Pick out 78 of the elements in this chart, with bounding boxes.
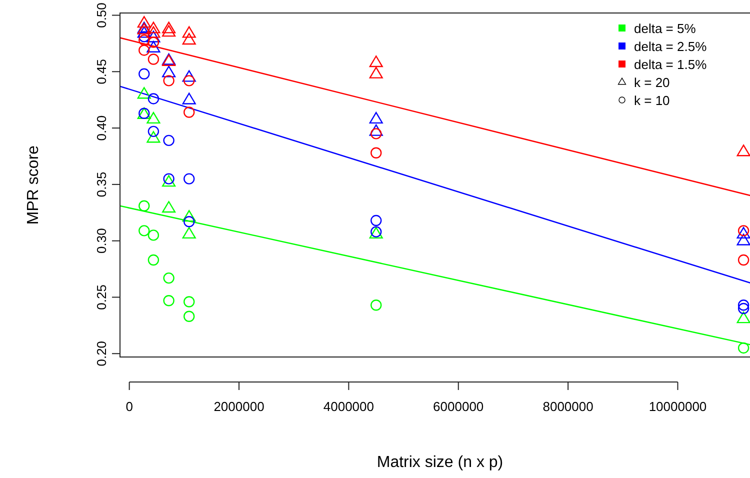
point [137, 16, 151, 28]
point [738, 342, 750, 354]
y-tick-label: 0.35 [94, 172, 109, 198]
annotation: k = 20 [634, 75, 670, 90]
x-tick-label: 6000000 [433, 399, 484, 414]
point [148, 36, 160, 48]
point [146, 26, 160, 38]
point [146, 40, 160, 52]
point [148, 254, 160, 266]
point [369, 124, 383, 136]
point [138, 200, 150, 212]
point [137, 87, 151, 99]
y-tick-label: 0.30 [94, 228, 109, 254]
point [182, 70, 196, 82]
x-axis-title: Matrix size (n x p) [376, 454, 504, 471]
legend-label: delta = 2.5% [634, 39, 708, 54]
annotation: k = 10 [634, 93, 670, 108]
point [370, 147, 382, 158]
point [138, 44, 150, 56]
x-tick-label: 4000000 [323, 399, 374, 414]
y-tick-label: 0.20 [94, 340, 109, 366]
x-tick-label: 8000000 [542, 399, 594, 414]
point [146, 131, 160, 143]
point [146, 112, 160, 124]
point [148, 126, 160, 138]
point [138, 31, 150, 42]
point [184, 173, 195, 184]
point [146, 30, 160, 42]
point [182, 32, 196, 45]
point [162, 25, 176, 37]
point [163, 272, 174, 284]
legend-label: delta = 5% [634, 21, 696, 36]
point [736, 312, 750, 324]
point [736, 234, 750, 246]
point [184, 106, 195, 118]
x-tick-label: 0 [126, 399, 133, 414]
point [163, 295, 174, 306]
point [736, 144, 750, 156]
y-tick-label: 0.45 [94, 58, 109, 84]
point [184, 310, 195, 322]
point [162, 66, 176, 78]
point [148, 230, 160, 241]
point [162, 22, 176, 34]
point [148, 54, 160, 65]
legend-label: delta = 1.5% [634, 57, 708, 72]
point [148, 93, 160, 104]
point [182, 92, 196, 104]
point [146, 22, 160, 34]
point [138, 34, 150, 46]
point [370, 300, 382, 311]
point [162, 201, 176, 213]
point [738, 300, 750, 311]
point [369, 56, 383, 68]
x-tick-label: 10000000 [648, 399, 707, 414]
y-tick-label: 0.50 [94, 2, 109, 28]
point [370, 214, 382, 226]
point [182, 226, 196, 239]
point [184, 216, 195, 228]
point [162, 175, 176, 187]
point [738, 302, 750, 314]
point [137, 26, 151, 38]
point [369, 66, 383, 78]
point [163, 75, 174, 86]
point [138, 225, 150, 236]
point [738, 254, 750, 266]
point [736, 226, 750, 239]
point [738, 225, 750, 236]
point [184, 296, 195, 308]
point [369, 112, 383, 124]
point [182, 210, 196, 222]
point [163, 134, 174, 146]
point [138, 68, 150, 80]
y-axis-title: MPR score [25, 145, 42, 225]
point [163, 173, 174, 184]
y-tick-label: 0.40 [94, 115, 109, 141]
point [182, 26, 196, 38]
y-tick-label: 0.25 [94, 284, 109, 310]
x-tick-label: 2000000 [214, 399, 264, 414]
